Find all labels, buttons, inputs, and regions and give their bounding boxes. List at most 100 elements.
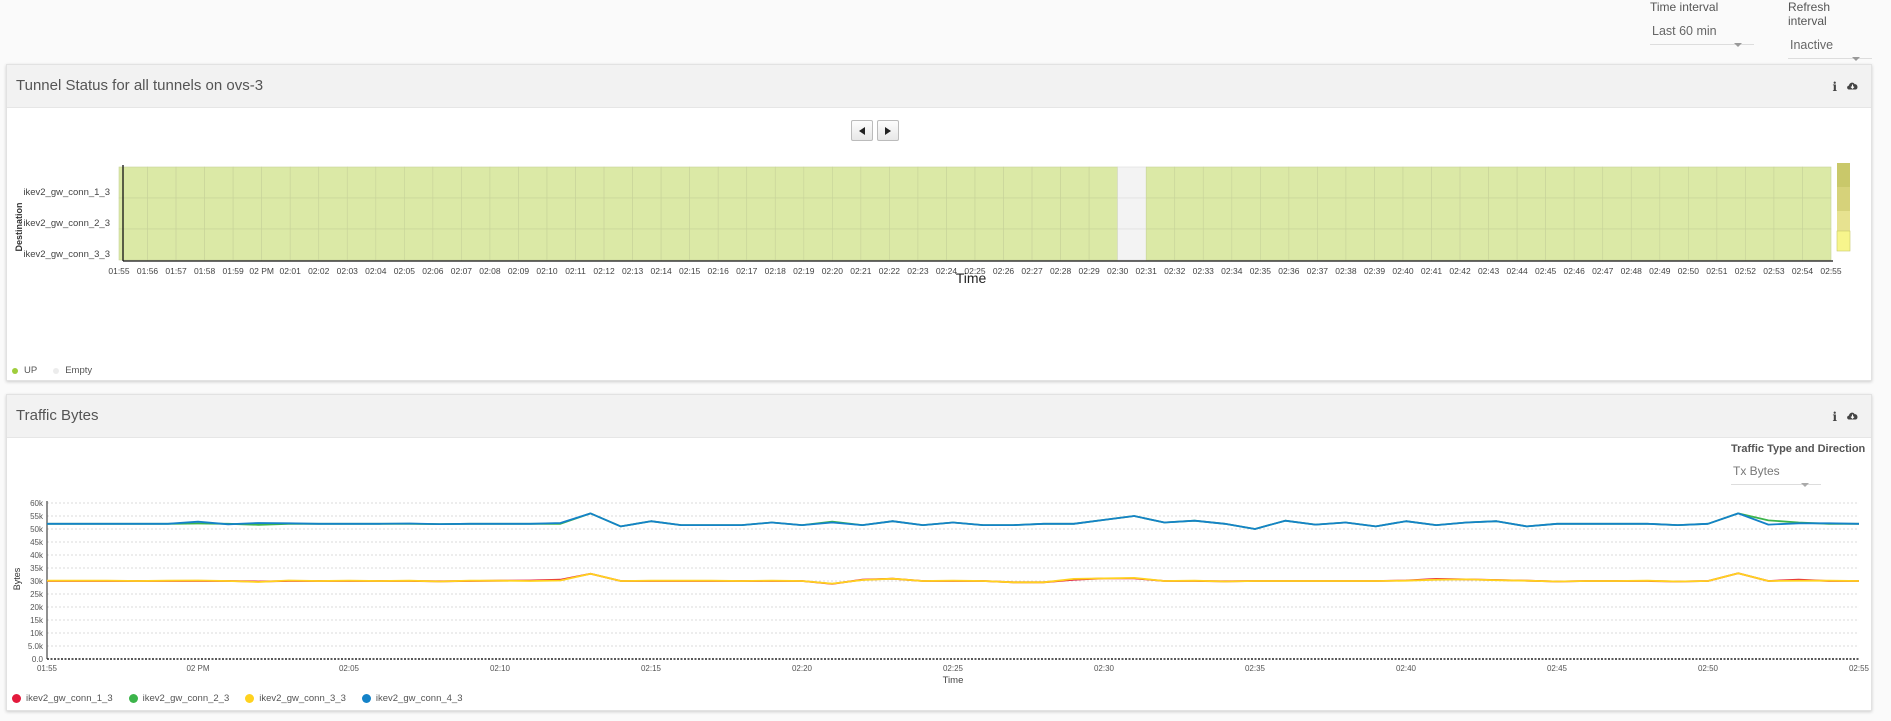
heatmap-cell[interactable] bbox=[432, 197, 462, 230]
heatmap-cell[interactable] bbox=[1545, 228, 1575, 261]
heatmap-cell[interactable] bbox=[1260, 228, 1290, 261]
heatmap-cell[interactable] bbox=[774, 197, 805, 230]
heatmap-cell[interactable] bbox=[689, 197, 719, 230]
heatmap-cell[interactable] bbox=[1688, 228, 1718, 261]
heatmap-cell[interactable] bbox=[1573, 197, 1604, 230]
heatmap-cell[interactable] bbox=[461, 228, 491, 261]
heatmap-cell[interactable] bbox=[318, 228, 348, 261]
heatmap-cell[interactable] bbox=[175, 197, 205, 230]
heatmap-cell[interactable] bbox=[1573, 166, 1604, 199]
heatmap-cell[interactable] bbox=[889, 197, 919, 230]
heatmap-cell[interactable] bbox=[546, 197, 576, 230]
heatmap-cell[interactable] bbox=[1145, 166, 1176, 199]
heatmap-cell[interactable] bbox=[1202, 166, 1233, 199]
heatmap-cell[interactable] bbox=[860, 166, 890, 199]
heatmap-cell[interactable] bbox=[1174, 197, 1204, 230]
heatmap-cell[interactable] bbox=[318, 197, 348, 230]
heatmap-cell[interactable] bbox=[974, 166, 1004, 199]
heatmap-cell[interactable] bbox=[717, 228, 748, 261]
heatmap-cell[interactable] bbox=[603, 166, 633, 199]
heatmap-cell[interactable] bbox=[175, 228, 205, 261]
heatmap-cell[interactable] bbox=[1773, 166, 1803, 199]
heatmap-cell[interactable] bbox=[1117, 228, 1147, 261]
heatmap-cell[interactable] bbox=[546, 166, 576, 199]
heatmap-cell[interactable] bbox=[946, 166, 976, 199]
legend-item-up[interactable]: UP bbox=[12, 365, 37, 376]
heatmap-cell[interactable] bbox=[1088, 197, 1118, 230]
heatmap-cell[interactable] bbox=[1060, 166, 1090, 199]
heatmap-cell[interactable] bbox=[1288, 166, 1318, 199]
heatmap-cell[interactable] bbox=[1174, 166, 1204, 199]
heatmap-cell[interactable] bbox=[1288, 228, 1318, 261]
heatmap-cell[interactable] bbox=[261, 166, 291, 199]
heatmap-cell[interactable] bbox=[204, 228, 234, 261]
heatmap-cell[interactable] bbox=[774, 228, 805, 261]
heatmap-cell[interactable] bbox=[1602, 197, 1632, 230]
heatmap-cell[interactable] bbox=[974, 197, 1004, 230]
heatmap-cell[interactable] bbox=[746, 166, 776, 199]
heatmap-cell[interactable] bbox=[346, 197, 377, 230]
heatmap-cell[interactable] bbox=[375, 166, 405, 199]
heatmap-cell[interactable] bbox=[803, 228, 833, 261]
heatmap-cell[interactable] bbox=[432, 166, 462, 199]
heatmap-cell[interactable] bbox=[1431, 228, 1461, 261]
heatmap-cell[interactable] bbox=[1602, 166, 1632, 199]
heatmap-cell[interactable] bbox=[717, 197, 748, 230]
cloud-download-icon[interactable] bbox=[1846, 78, 1859, 96]
legend-item-conn-2[interactable]: ikev2_gw_conn_2_3 bbox=[128, 693, 229, 704]
legend-item-empty[interactable]: Empty bbox=[53, 365, 92, 376]
heatmap-cell[interactable] bbox=[1145, 228, 1176, 261]
heatmap-cell[interactable] bbox=[860, 197, 890, 230]
heatmap-cell[interactable] bbox=[1630, 166, 1661, 199]
heatmap-cell[interactable] bbox=[1031, 228, 1061, 261]
legend-item-conn-1[interactable]: ikev2_gw_conn_1_3 bbox=[12, 693, 113, 704]
heatmap-cell[interactable] bbox=[1716, 228, 1746, 261]
heatmap-cell[interactable] bbox=[860, 228, 890, 261]
heatmap-cell[interactable] bbox=[1431, 166, 1461, 199]
heatmap-cell[interactable] bbox=[489, 197, 519, 230]
cloud-download-icon[interactable] bbox=[1846, 408, 1859, 426]
heatmap-cell[interactable] bbox=[1745, 197, 1775, 230]
heatmap-cell[interactable] bbox=[832, 166, 862, 199]
heatmap-cell[interactable] bbox=[1688, 197, 1718, 230]
heatmap-cell[interactable] bbox=[204, 166, 234, 199]
series-line-ikev2_gw_conn_3_3[interactable] bbox=[47, 572, 1860, 585]
heatmap-cell[interactable] bbox=[575, 228, 605, 261]
heatmap-cell[interactable] bbox=[1402, 197, 1432, 230]
heatmap-cell[interactable] bbox=[1117, 197, 1147, 230]
heatmap-cell[interactable] bbox=[660, 197, 690, 230]
heatmap-cell[interactable] bbox=[1031, 166, 1061, 199]
heatmap-cell[interactable] bbox=[1060, 197, 1090, 230]
legend-item-conn-4[interactable]: ikev2_gw_conn_4_3 bbox=[361, 693, 463, 704]
heatmap-cell[interactable] bbox=[518, 166, 548, 199]
heatmap-cell[interactable] bbox=[1231, 228, 1261, 261]
heatmap-cell[interactable] bbox=[1545, 166, 1575, 199]
heatmap-cell[interactable] bbox=[632, 197, 662, 230]
heatmap-cell[interactable] bbox=[1003, 228, 1033, 261]
heatmap-cell[interactable] bbox=[404, 228, 434, 261]
heatmap-cell[interactable] bbox=[432, 228, 462, 261]
heatmap-cell[interactable] bbox=[375, 228, 405, 261]
heatmap-cell[interactable] bbox=[175, 166, 205, 199]
heatmap-cell[interactable] bbox=[461, 197, 491, 230]
heatmap-cell[interactable] bbox=[1773, 197, 1803, 230]
heatmap-cell[interactable] bbox=[1802, 228, 1832, 261]
heatmap-cell[interactable] bbox=[1488, 197, 1518, 230]
heatmap-cell[interactable] bbox=[889, 166, 919, 199]
heatmap-cell[interactable] bbox=[1231, 197, 1261, 230]
heatmap-cell[interactable] bbox=[832, 197, 862, 230]
heatmap-cell[interactable] bbox=[1630, 197, 1661, 230]
heatmap-cell[interactable] bbox=[1060, 228, 1090, 261]
heatmap-cell[interactable] bbox=[1374, 197, 1404, 230]
heatmap-cell[interactable] bbox=[746, 228, 776, 261]
heatmap-cell[interactable] bbox=[118, 197, 148, 230]
heatmap-cell[interactable] bbox=[204, 197, 234, 230]
heatmap-cell[interactable] bbox=[346, 228, 377, 261]
heatmap-cell[interactable] bbox=[1716, 197, 1746, 230]
heatmap-cell[interactable] bbox=[261, 197, 291, 230]
heatmap-cell[interactable] bbox=[489, 228, 519, 261]
heatmap-cell[interactable] bbox=[1488, 166, 1518, 199]
heatmap-cell[interactable] bbox=[1688, 166, 1718, 199]
heatmap-cell[interactable] bbox=[603, 197, 633, 230]
heatmap-cell[interactable] bbox=[1202, 197, 1233, 230]
